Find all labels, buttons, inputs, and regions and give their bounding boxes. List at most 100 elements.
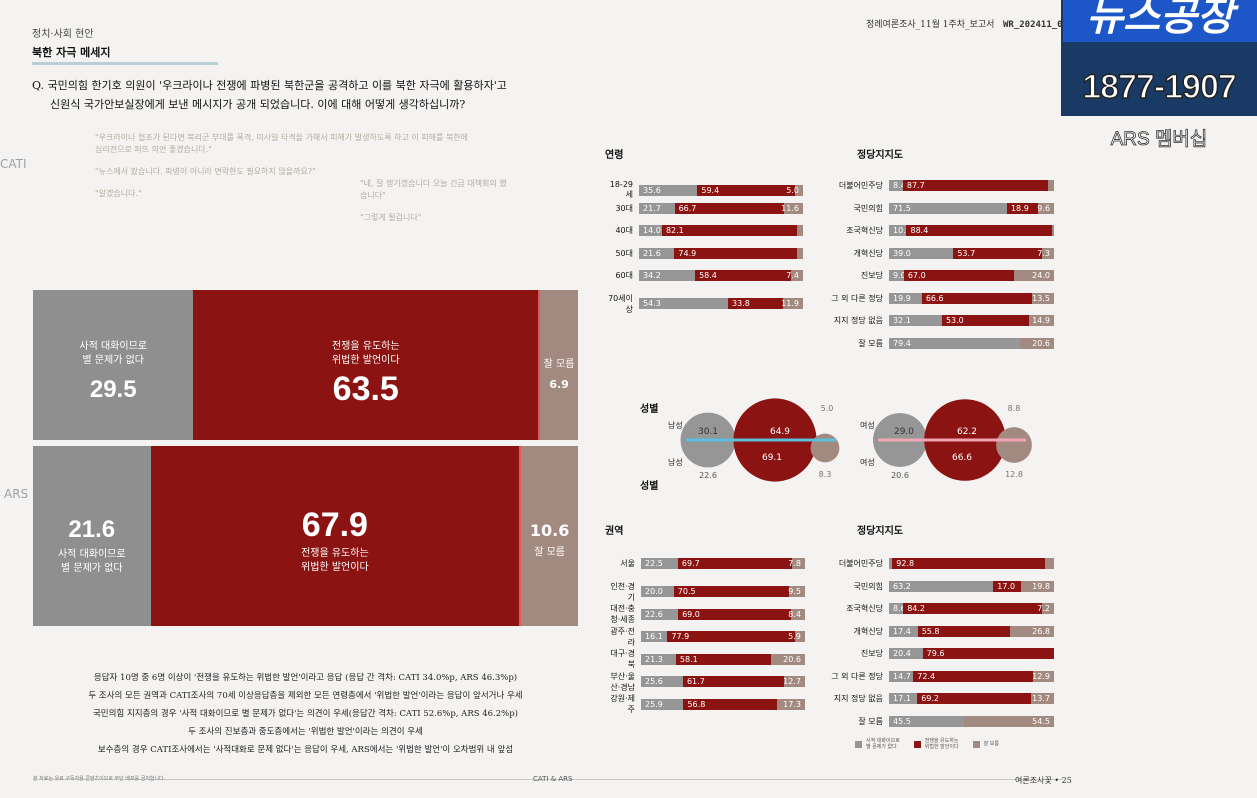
female-ars-no-problem-label: 20.6 [891, 471, 909, 480]
female-ars-unknown-label: 12.8 [1005, 470, 1023, 479]
stacked-bar: 10.6 88.4 [889, 225, 1054, 236]
stacked-bar: 21.6 74.9 [639, 247, 803, 259]
bar-segment: 20.6 [1020, 337, 1054, 349]
bar-value-label: 53.0 [945, 316, 964, 325]
report-title: 정례여론조사_11월 1주차_보고서 WR_202411_01 [866, 17, 1068, 30]
bar-segment: 14.9 [1029, 315, 1054, 326]
party-breakdown-chart-ars: 정당지지도 더불어민주당 92.8 국민의힘 63.2 17.0 19.8 조국혁신당 8.6… [815, 522, 1054, 727]
stacked-bar: 8.6 84.2 7.2 [889, 603, 1054, 614]
legend-unknown: 잘 모름 [972, 738, 999, 750]
cati-overall-bar: 사적 대화이므로 별 문제가 없다 29.5 전쟁을 유도하는 위법한 발언이다 6… [33, 290, 578, 440]
summary-text: 응답자 10명 중 6명 이상이 '전쟁을 유도하는 위법한 발언'이라고 응답… [33, 669, 578, 759]
bar-value-label: 25.9 [645, 699, 663, 709]
stacked-bar: 8.4 87.7 [889, 180, 1054, 191]
summary-line: 두 조사의 진보층과 중도층에서는 '위법한 발언'이라는 의견이 우세 [188, 727, 423, 737]
row-category-label: 대전·충청·세종 [610, 604, 635, 624]
row-category-label: 지지 정당 없음 [833, 316, 883, 325]
logo-years: 1877-1907 [1081, 67, 1237, 107]
cati-illegal-segment: 전쟁을 유도하는 위법한 발언이다 63.5 [193, 290, 539, 440]
bar-segment: 19.8 [1021, 580, 1054, 592]
bar-value-label: 59.4 [701, 185, 720, 195]
bar-value-label: 7.4 [786, 271, 799, 280]
stacked-bar: 92.8 [889, 558, 1054, 569]
male-cati-no-problem-label: 30.1 [698, 427, 718, 437]
bar-segment: 84.2 [903, 603, 1043, 614]
bar-segment: 77.9 [667, 631, 796, 642]
bar-segment: 32.1 [889, 315, 942, 326]
chart-row: 광주·전라 16.1 77.9 5.9 [605, 626, 805, 648]
bar-value-label: 79.4 [893, 338, 911, 348]
bar-value-label: 25.6 [645, 677, 663, 686]
chart-row: 18-29세 35.6 59.4 5.0 [605, 180, 803, 200]
chart-row: 지지 정당 없음 32.1 53.0 14.9 [815, 315, 1054, 326]
bar-value-label: 66.7 [678, 203, 697, 213]
gender-title-ars: 성별 [640, 481, 659, 492]
region-chart-title: 권역 [605, 526, 624, 537]
bar-segment: 8.6 [889, 603, 906, 614]
bar-value-label: 10.6 [893, 226, 911, 235]
bar-segment: 18.9 [1006, 202, 1039, 214]
bar-segment: 71.5 [889, 202, 1007, 214]
bar-value-label: 54.5 [1032, 716, 1050, 726]
chart-row: 개혁신당 39.0 53.7 7.3 [815, 247, 1054, 259]
bar-segment: 20.0 [641, 586, 674, 597]
bar-value-label: 22.6 [645, 609, 663, 619]
footer-center: CATI & ARS [533, 775, 573, 783]
row-category-label: 진보당 [860, 649, 883, 658]
bar-segment: 70.5 [673, 586, 790, 597]
legend-no-problem: 사적 대화이므로 별 문제가 없다 [855, 738, 900, 750]
bar-value-label: 32.1 [893, 316, 911, 325]
footer-page: 여론조사꽃 • 25 [1015, 776, 1072, 785]
bar-segment: 9.5 [788, 586, 805, 597]
bar-value-label: 71.5 [893, 203, 911, 213]
bar-value-label: 9.0 [893, 271, 906, 280]
bar-segment: 39.0 [889, 247, 954, 259]
bar-value-label: 19.8 [1032, 581, 1050, 591]
bar-segment: 20.6 [771, 653, 805, 665]
chart-row: 그 외 다른 정당 14.7 72.4 12.9 [815, 670, 1054, 682]
female-cati-illegal-label: 62.2 [957, 427, 977, 437]
stacked-bar: 63.2 17.0 19.8 [889, 580, 1054, 592]
bar-value-label: 88.4 [910, 226, 929, 235]
chart-row: 더불어민주당 92.8 [815, 558, 1054, 569]
bar-value-label: 24.0 [1032, 271, 1050, 280]
ars-unknown-value: 10.6 [529, 521, 570, 540]
bar-segment: 5.9 [788, 631, 805, 642]
footer-divider [33, 779, 1063, 780]
chart-row: 60대 34.2 58.4 7.4 [605, 270, 803, 281]
bar-segment: 9.0 [889, 270, 906, 281]
bar-segment: 21.7 [639, 202, 675, 214]
title-underline [32, 62, 218, 65]
bar-value-label: 20.6 [783, 654, 801, 664]
bar-segment: 13.7 [1031, 693, 1054, 704]
bar-segment: 54.3 [639, 298, 729, 309]
bar-segment: 69.2 [917, 693, 1032, 704]
bar-segment: 34.2 [639, 270, 696, 281]
bar-segment: 13.5 [1031, 292, 1054, 304]
bar-segment: 59.4 [697, 184, 795, 196]
bar-value-label: 7.3 [1037, 248, 1050, 258]
bar-value-label: 17.0 [997, 581, 1016, 591]
bar-value-label: 8.4 [788, 609, 801, 619]
bar-value-label: 34.2 [643, 271, 661, 280]
row-category-label: 조국혁신당 [846, 604, 883, 613]
bar-segment: 58.1 [675, 653, 772, 665]
bar-value-label: 8.6 [893, 604, 906, 613]
segment-label: 사적 대화이므로 별 문제가 없다 [57, 549, 126, 574]
female-cati-no-problem-label: 29.0 [894, 427, 914, 437]
gender-bubble-chart: 30.1 22.6 64.9 69.1 5.0 8.3 29.0 20.6 62.2 66.6 8.… [680, 398, 1032, 482]
segment-label: 잘 모름 [534, 547, 565, 558]
row-category-label: 지지 정당 없음 [833, 694, 883, 703]
bar-segment: 17.0 [993, 580, 1022, 592]
female-ars-illegal-label: 66.6 [952, 453, 972, 463]
bar-value-label: 21.7 [643, 203, 661, 213]
bar-segment: 82.1 [661, 225, 797, 236]
bar-segment: 56.8 [683, 698, 777, 710]
segment-label: 전쟁을 유도하는 위법한 발언이다 [331, 341, 400, 366]
ars-no-problem-value: 21.6 [68, 516, 116, 543]
gender-male-label-ars: 남성 [668, 458, 683, 467]
bar-value-label: 9.6 [1037, 203, 1050, 213]
bar-value-label: 92.8 [896, 559, 915, 568]
row-category-label: 50대 [615, 248, 633, 258]
legend-swatch-brown [972, 740, 980, 748]
